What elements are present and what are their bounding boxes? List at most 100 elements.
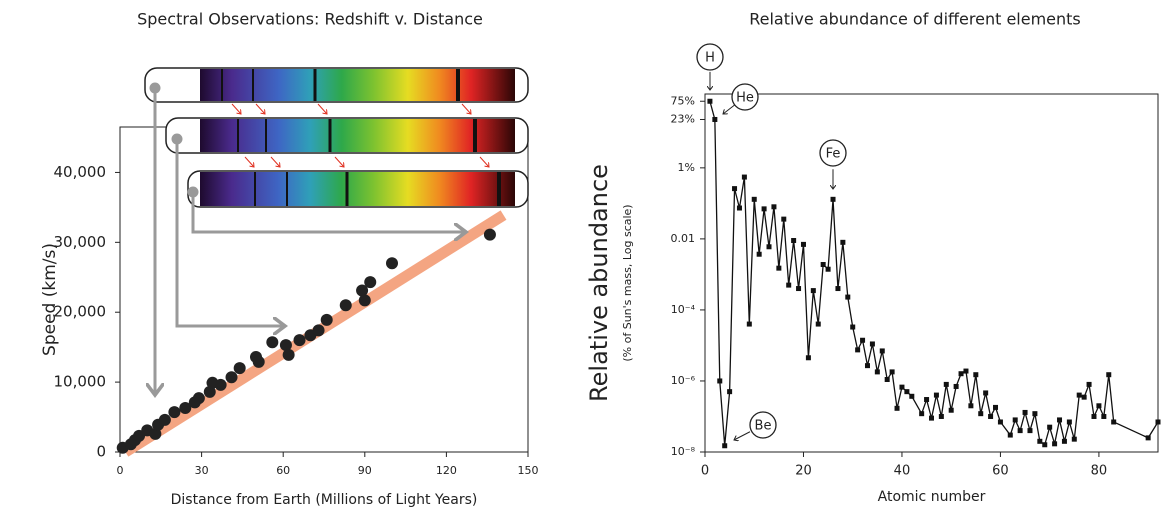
annotation-arrow [734,432,750,440]
annotation: H [705,51,715,66]
data-point [752,197,757,202]
y-tick-label: 10⁻⁴ [671,303,696,316]
data-point [786,283,791,288]
data-point [983,390,988,395]
y-tick-label: 1% [678,161,695,174]
data-point [1027,428,1032,433]
data-point [978,411,983,416]
x-tick-label: 20 [795,464,812,479]
data-point [899,385,904,390]
chart-title: Spectral Observations: Redshift v. Dista… [137,10,483,29]
x-tick-label: 120 [436,464,457,477]
data-point [776,266,781,271]
data-point [934,393,939,398]
plot-frame [705,94,1158,452]
data-point [801,242,806,247]
data-point [929,416,934,421]
data-point [1023,410,1028,415]
data-point [717,378,722,383]
annotation: He [736,91,754,106]
data-point [1087,382,1092,387]
spectrum [200,119,515,152]
data-point [880,348,885,353]
data-point [924,397,929,402]
y-tick-label: 23% [671,112,695,125]
y-tick-label: 20,000 [54,303,107,321]
data-point [954,384,959,389]
data-point [895,406,900,411]
annotation: Fe [826,147,841,162]
data-point [215,379,227,391]
y-tick-label: 10,000 [54,373,107,391]
y-axis-label: Relative abundance [585,164,613,402]
data-point [266,336,278,348]
y-tick-label: 30,000 [54,233,107,251]
data-point [826,267,831,272]
spectrum [200,172,515,206]
data-point [865,363,870,368]
x-tick-label: 150 [518,464,539,477]
data-point [816,322,821,327]
data-point [340,299,352,311]
data-point [234,362,246,374]
data-point [1047,425,1052,430]
data-point [959,371,964,376]
data-point [747,322,752,327]
data-point [321,314,333,326]
x-tick-label: 0 [701,464,709,479]
y-tick-label: 10⁻⁸ [671,445,696,458]
data-point [386,257,398,269]
spectrum [200,69,515,101]
data-point [283,349,295,361]
data-point [1032,411,1037,416]
data-point [253,356,265,368]
data-point [988,414,993,419]
data-point [796,286,801,291]
data-point [831,197,836,202]
data-point [1096,403,1101,408]
data-point [860,338,865,343]
data-point [998,419,1003,424]
data-point [1067,419,1072,424]
data-point [193,392,205,404]
data-point [939,414,944,419]
data-point [806,355,811,360]
data-point [359,294,371,306]
annotation: Be [755,419,772,434]
y-tick-label: 0 [96,443,106,461]
data-point [1106,372,1111,377]
x-tick-label: 90 [358,464,372,477]
y-axis-note: (% of Sun's mass, Log scale) [621,204,634,361]
y-tick-label: 10⁻⁶ [671,374,696,387]
data-point [821,262,826,267]
data-point [1057,417,1062,422]
annotation-arrow [723,105,735,114]
data-point [159,414,171,426]
data-point [890,369,895,374]
data-point [1052,441,1057,446]
data-point [1008,433,1013,438]
data-point [968,403,973,408]
data-point [781,217,786,222]
y-tick-label: 0.01 [671,232,696,245]
data-point [850,325,855,330]
data-point [767,244,772,249]
data-point [313,324,325,336]
page: Spectral Observations: Redshift v. Dista… [0,0,1162,517]
data-point [1101,414,1106,419]
data-point [791,238,796,243]
data-point [811,288,816,293]
data-point [1042,442,1047,447]
x-tick-label: 60 [992,464,1009,479]
data-point [707,99,712,104]
data-point [1156,419,1161,424]
data-point [757,252,762,257]
data-point [944,382,949,387]
data-point [722,443,727,448]
data-point [949,408,954,413]
data-point [727,389,732,394]
data-point [762,206,767,211]
data-point [364,276,376,288]
data-point [1091,414,1096,419]
x-tick-label: 0 [117,464,124,477]
